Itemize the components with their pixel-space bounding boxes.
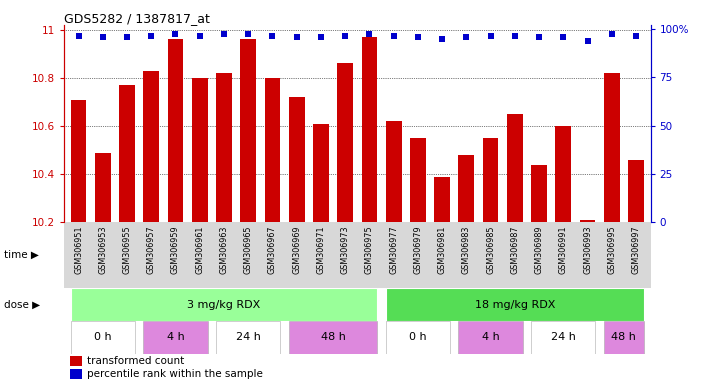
Point (170, 31, 181, 37)
Bar (119, 85, 135, 222)
Text: GSM306951: GSM306951 (74, 225, 83, 274)
Text: GSM306977: GSM306977 (389, 225, 398, 274)
Bar (289, 321, 378, 354)
Point (509, 33, 520, 39)
Bar (70, 321, 135, 354)
Text: GSM306969: GSM306969 (292, 225, 301, 274)
Point (582, 38, 593, 45)
Point (267, 33, 278, 39)
Point (412, 35, 424, 41)
Point (194, 33, 205, 39)
Text: GSM306961: GSM306961 (196, 225, 204, 274)
Bar (289, 97, 304, 222)
Text: GSM306953: GSM306953 (98, 225, 107, 274)
Text: 18 mg/kg RDX: 18 mg/kg RDX (475, 300, 555, 310)
Bar (361, 37, 378, 222)
Point (242, 31, 254, 37)
Bar (192, 78, 208, 222)
Point (606, 31, 617, 37)
Bar (144, 71, 159, 222)
Text: GSM306995: GSM306995 (607, 225, 616, 274)
Point (315, 35, 326, 41)
Point (557, 35, 569, 41)
Text: GSM306993: GSM306993 (583, 225, 592, 274)
Bar (531, 321, 595, 354)
Text: GSM306989: GSM306989 (535, 225, 544, 274)
Bar (507, 114, 523, 222)
Text: 24 h: 24 h (236, 333, 261, 343)
Bar (264, 78, 280, 222)
Bar (70, 99, 87, 222)
Bar (459, 321, 523, 354)
Text: GSM306957: GSM306957 (146, 225, 156, 274)
Point (97, 35, 109, 41)
Bar (579, 220, 595, 222)
Bar (240, 40, 256, 222)
Point (485, 33, 496, 39)
Text: percentile rank within the sample: percentile rank within the sample (87, 369, 263, 379)
Bar (386, 321, 450, 354)
Point (533, 35, 545, 41)
Bar (628, 160, 644, 222)
Point (388, 33, 400, 39)
Bar (168, 40, 183, 222)
Point (339, 33, 351, 39)
Point (364, 31, 375, 37)
Bar (531, 164, 547, 222)
Bar (386, 288, 644, 321)
Bar (386, 121, 402, 222)
Bar (144, 321, 208, 354)
Bar (70, 356, 82, 366)
Text: GSM306965: GSM306965 (244, 225, 252, 274)
Point (73, 33, 84, 39)
Bar (604, 73, 620, 222)
Text: 0 h: 0 h (409, 333, 427, 343)
Text: 0 h: 0 h (94, 333, 112, 343)
Text: GSM306991: GSM306991 (559, 225, 568, 274)
Text: GSM306971: GSM306971 (316, 225, 326, 274)
Text: time ▶: time ▶ (4, 250, 38, 260)
Text: GSM306981: GSM306981 (437, 225, 447, 274)
Text: dose ▶: dose ▶ (4, 300, 40, 310)
Bar (70, 369, 82, 379)
Point (437, 36, 448, 43)
Text: 48 h: 48 h (321, 333, 346, 343)
Bar (434, 177, 450, 222)
Text: GSM306973: GSM306973 (341, 225, 350, 274)
Bar (313, 124, 328, 222)
Text: GSM306963: GSM306963 (220, 225, 228, 274)
Point (146, 33, 157, 39)
Text: GSM306987: GSM306987 (510, 225, 519, 274)
Text: GSM306979: GSM306979 (413, 225, 422, 274)
Text: GSM306985: GSM306985 (486, 225, 495, 274)
Text: GSM306955: GSM306955 (122, 225, 132, 274)
Point (291, 35, 302, 41)
Bar (95, 152, 111, 222)
Text: GSM306975: GSM306975 (365, 225, 374, 274)
Point (218, 31, 230, 37)
Bar (410, 138, 426, 222)
Point (631, 33, 642, 39)
Bar (70, 288, 378, 321)
Text: GSM306959: GSM306959 (171, 225, 180, 274)
Text: 4 h: 4 h (166, 333, 184, 343)
Point (461, 35, 472, 41)
Text: GSM306967: GSM306967 (268, 225, 277, 274)
Text: 24 h: 24 h (551, 333, 576, 343)
Bar (459, 155, 474, 222)
Bar (483, 138, 498, 222)
Bar (216, 321, 280, 354)
Text: 4 h: 4 h (482, 333, 499, 343)
Text: 3 mg/kg RDX: 3 mg/kg RDX (187, 300, 261, 310)
Point (122, 35, 133, 41)
Text: GSM306983: GSM306983 (462, 225, 471, 274)
Text: 48 h: 48 h (611, 333, 636, 343)
Text: GSM306997: GSM306997 (631, 225, 641, 274)
Bar (337, 63, 353, 222)
Bar (555, 126, 571, 222)
Text: transformed count: transformed count (87, 356, 185, 366)
Bar (216, 73, 232, 222)
Bar (604, 321, 644, 354)
Text: GDS5282 / 1387817_at: GDS5282 / 1387817_at (64, 12, 210, 25)
